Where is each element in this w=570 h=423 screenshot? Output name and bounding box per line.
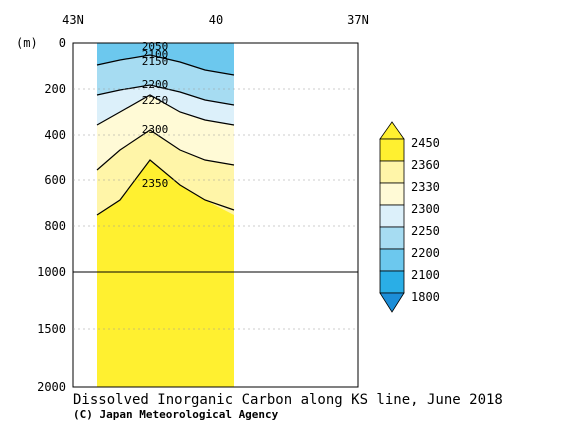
contour-label: 2150	[142, 55, 169, 68]
colorbar-top-arrow	[379, 121, 405, 140]
colorbar-label: 2250	[411, 224, 440, 238]
colorbar-segment	[379, 270, 405, 294]
contour-label: 2200	[142, 78, 169, 91]
colorbar: 2450 2360 2330 2300 2250 2200 2100 1800	[379, 121, 440, 313]
contour-label: 2100	[142, 48, 169, 61]
colorbar-label: 1800	[411, 290, 440, 304]
y-tick-label: 400	[44, 128, 66, 142]
data-field	[97, 43, 234, 387]
y-tick-label: 200	[44, 82, 66, 96]
colorbar-label: 2360	[411, 158, 440, 172]
colorbar-bottom-arrow	[379, 292, 405, 313]
y-tick-label: 1500	[37, 322, 66, 336]
y-tick-label: 0	[59, 36, 66, 50]
plot-frame	[72, 42, 359, 388]
contour-2300	[96, 129, 235, 171]
contour-lines	[96, 54, 235, 216]
contour-2150	[96, 54, 235, 76]
x-tick-label: 43N	[62, 13, 84, 27]
colorbar-segment	[379, 226, 405, 250]
y-tick-label: 1000	[37, 265, 66, 279]
y-axis-label: (m)	[16, 36, 38, 50]
colorbar-segment	[379, 160, 405, 184]
y-tick-label: 800	[44, 219, 66, 233]
contour-2350	[96, 159, 235, 216]
x-tick-label: 37N	[347, 13, 369, 27]
y-tick-labels: 0 200 400 600 800 1000 1500 2000	[37, 36, 66, 394]
y-tick-label: 2000	[37, 380, 66, 394]
region-dic-2100-2200	[97, 55, 234, 105]
credit-line: (C) Japan Meteorological Agency	[73, 408, 279, 421]
contour-label: 2250	[142, 94, 169, 107]
contour-2200	[96, 84, 235, 106]
contour-labels: 2050 2100 2150 2200 2250 2300 2350	[142, 40, 169, 190]
y-tick-label: 600	[44, 173, 66, 187]
contour-label: 2350	[142, 177, 169, 190]
chart-title: Dissolved Inorganic Carbon along KS line…	[73, 392, 503, 408]
colorbar-label: 2200	[411, 246, 440, 260]
region-dic-1800-2100	[97, 43, 234, 75]
colorbar-segment	[379, 248, 405, 272]
colorbar-label: 2330	[411, 180, 440, 194]
x-tick-label: 40	[209, 13, 223, 27]
colorbar-segment	[379, 204, 405, 228]
contour-2250	[96, 94, 235, 126]
colorbar-label: 2100	[411, 268, 440, 282]
colorbar-segment	[379, 138, 405, 162]
region-dic-2200-2250	[97, 85, 234, 125]
region-dic-2250-2300	[97, 95, 234, 170]
contour-label: 2050	[142, 40, 169, 53]
region-dic-2330-2360	[97, 160, 234, 387]
colorbar-label: 2300	[411, 202, 440, 216]
colorbar-segment	[379, 182, 405, 206]
x-tick-labels: 43N 40 37N	[62, 13, 369, 27]
contour-label: 2300	[142, 123, 169, 136]
colorbar-label: 2450	[411, 136, 440, 150]
